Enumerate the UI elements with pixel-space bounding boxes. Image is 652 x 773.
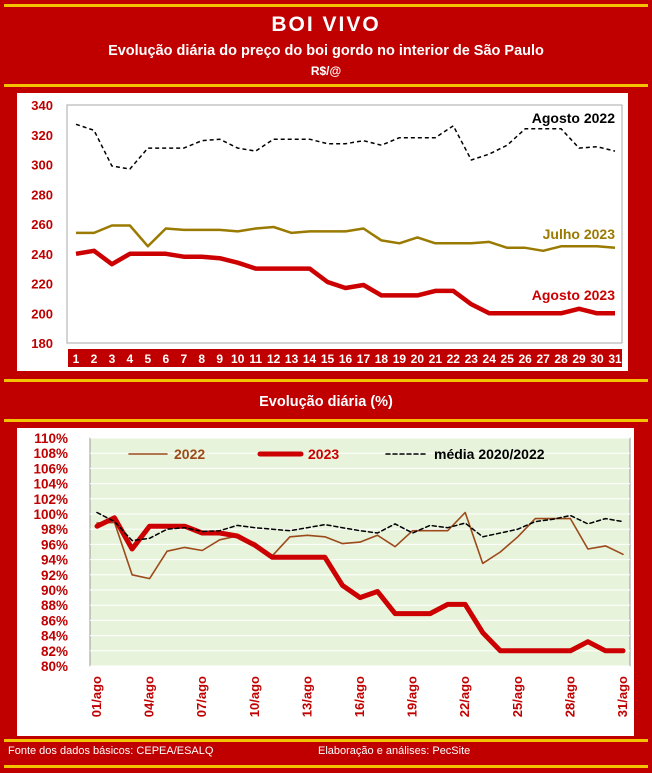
chart1-xtick-label: 13 [285,352,299,366]
stripe-1 [4,84,648,87]
bottom-accent-stripe [4,765,648,768]
chart1-xtick-label: 7 [180,352,187,366]
chart1-xtick-label: 4 [127,352,134,366]
page-subtitle: Evolução diária do preço do boi gordo no… [108,43,544,59]
chart1-ytick-label: 300 [31,158,53,173]
stripe-3 [4,419,648,422]
chart1-xtick-label: 9 [216,352,223,366]
chart1-ytick-label: 180 [31,336,53,351]
chart2-ytick-label: 94% [41,553,68,568]
chart2-xtick-label: 01/ago [89,676,104,717]
chart1-xtick-label: 15 [321,352,335,366]
chart1-xtick-label: 28 [554,352,568,366]
series-line-agosto-2022 [75,123,616,170]
chart1-xtick-label: 19 [393,352,407,366]
chart2-ytick-label: 86% [41,613,68,628]
legend-label-2023: 2023 [308,446,339,462]
chart1-ytick-label: 260 [31,217,53,232]
chart1-xtick-label: 10 [231,352,245,366]
unit-label: R$/@ [310,64,342,78]
chart1-xtick-label: 26 [518,352,532,366]
chart1-xtick-label: 17 [357,352,371,366]
chart1-xtick-label: 2 [91,352,98,366]
series-label-julho-2023: Julho 2023 [543,226,616,242]
chart2-ytick-label: 106% [33,461,68,476]
chart1-xtick-label: 31 [608,352,622,366]
percent-chart-panel: 80% 82% 84% 86% 88% 90% 92% 94% 96% 98% 100% 102% 10… [17,428,634,736]
chart2-ytick-label: 84% [41,629,68,644]
chart1-xtick-label: 16 [339,352,353,366]
chart1-xtick-label: 6 [162,352,169,366]
chart2-xtick-label: 28/ago [562,676,577,717]
series-label-agosto-2023: Agosto 2023 [532,287,615,303]
source-text: Fonte dos dados básicos: CEPEA/ESALQ [8,745,214,757]
series-line-m-dia-2020-2022 [96,511,624,542]
legend-label-2022: 2022 [174,446,205,462]
chart2-xtick-label: 04/ago [142,676,157,717]
chart2-ytick-label: 82% [41,644,68,659]
chart2-xtick-label: 25/ago [510,676,525,717]
daily-evolution-title: Evolução diária (%) [259,394,393,410]
chart2-ytick-label: 104% [33,477,68,492]
chart1-xtick-label: 23 [465,352,479,366]
chart1-xtick-label: 24 [483,352,497,366]
chart2-ytick-label: 100% [33,507,68,522]
chart1-xtick-label: 21 [429,352,443,366]
price-chart-panel: 180 200 220 240 260 280 300 320 340 1 2 3 4 5 6 7 8 9 10 11… [17,93,628,371]
chart1-ytick-label: 200 [31,306,53,321]
chart2-xtick-label: 13/ago [299,676,314,717]
chart2-plot-area [89,437,631,667]
chart1-xtick-label: 30 [590,352,604,366]
chart2-ytick-label: 108% [33,446,68,461]
stripe-2 [4,379,648,382]
chart2-xtick-label: 31/ago [615,676,630,717]
chart2-xtick-label: 10/ago [247,676,262,717]
chart1-ytick-label: 280 [31,187,53,202]
chart2-ytick-label: 96% [41,537,68,552]
chart2-ytick-label: 102% [33,492,68,507]
author-text: Elaboração e análises: PecSite [318,745,471,757]
chart2-xtick-label: 16/ago [352,676,367,717]
chart1-xtick-label: 12 [267,352,281,366]
chart2-ytick-label: 110% [34,431,68,446]
chart1-ytick-label: 340 [31,98,53,113]
chart1-xtick-label: 1 [73,352,80,366]
chart1-x-strip [68,349,622,367]
chart2-ytick-label: 80% [41,659,68,674]
chart1-xtick-label: 8 [198,352,205,366]
chart2-xtick-label: 22/ago [457,676,472,717]
series-label-agosto-2022: Agosto 2022 [532,110,615,126]
chart1-ytick-label: 240 [31,247,53,262]
chart1-xtick-label: 25 [501,352,515,366]
chart1-ytick-label: 320 [31,128,53,143]
legend-label-m-dia-2020-2022: média 2020/2022 [434,446,545,462]
chart1-xtick-label: 29 [572,352,586,366]
top-accent-stripe [4,4,648,7]
chart2-ytick-label: 98% [41,522,68,537]
chart2-ytick-label: 90% [41,583,68,598]
chart2-ytick-label: 92% [41,568,68,583]
series-line-agosto-2023 [75,248,615,316]
percent-chart: 80%82%84%86%88%90%92%94%96%98%100%102%10… [17,428,634,736]
chart1-xtick-label: 22 [447,352,461,366]
chart2-xtick-label: 19/ago [405,676,420,717]
chart2-ytick-label: 88% [41,598,68,613]
chart1-xtick-label: 5 [145,352,152,366]
chart2-xtick-label: 07/ago [194,676,209,717]
series-line-2022 [96,511,624,580]
chart1-xtick-label: 20 [411,352,425,366]
chart1-xtick-label: 14 [303,352,317,366]
chart1-xtick-label: 3 [109,352,116,366]
chart1-ytick-label: 220 [31,277,53,292]
chart1-xtick-label: 11 [249,352,262,366]
series-line-2023 [94,515,626,654]
series-line-julho-2023 [76,224,616,253]
page-title: BOI VIVO [271,13,381,36]
stripe-4 [4,739,648,742]
chart1-xtick-label: 18 [375,352,389,366]
chart1-xtick-label: 27 [536,352,550,366]
chart1-plot-area [66,104,623,344]
